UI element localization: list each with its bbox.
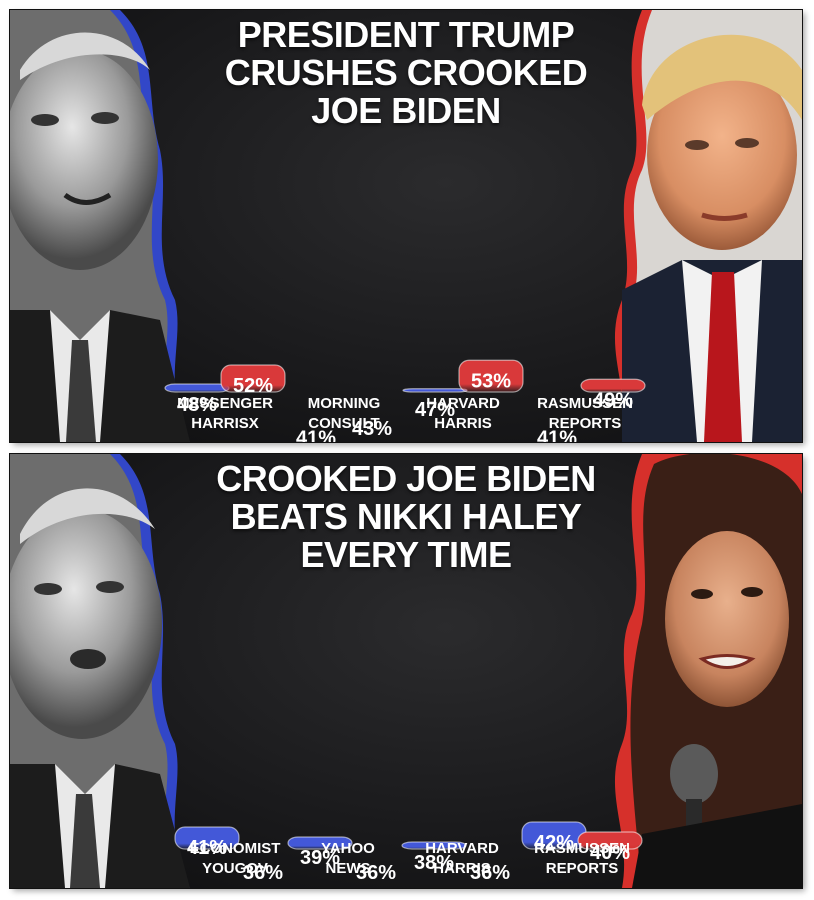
chart-title-top: PRESIDENT TRUMP CRUSHES CROOKED JOE BIDE… bbox=[10, 16, 802, 130]
pollster-label: REPORTS bbox=[546, 860, 619, 877]
trump-photo bbox=[602, 10, 802, 442]
title-line: CROOKED JOE BIDEN bbox=[216, 458, 596, 499]
chart-title-bottom: CROOKED JOE BIDEN BEATS NIKKI HALEY EVER… bbox=[10, 460, 802, 574]
title-line: CRUSHES CROOKED bbox=[224, 52, 588, 93]
title-line: JOE BIDEN bbox=[311, 90, 501, 131]
blue-bar bbox=[164, 383, 230, 393]
red-bar-value-label: 53% bbox=[471, 370, 511, 392]
blue-bar-value-label: 47% bbox=[415, 399, 455, 421]
blue-bar bbox=[402, 388, 468, 393]
pollster-label: REPORTS bbox=[549, 415, 622, 432]
red-bar-value-label: 49% bbox=[593, 389, 633, 411]
pollster-label: MESSENGER bbox=[177, 395, 273, 412]
blue-bar-value-label: 39% bbox=[300, 847, 340, 869]
biden-photo bbox=[10, 10, 190, 442]
pollster-label: ECONOMIST bbox=[190, 840, 281, 857]
red-bar-value-label: 40% bbox=[590, 842, 630, 864]
bar-chart-top: 48% 52% MESSENGER HARRISX 41% 43% MORNING CONSU… bbox=[10, 10, 802, 442]
title-line: EVERY TIME bbox=[300, 534, 512, 575]
blue-bar bbox=[174, 826, 240, 850]
pollster-label: RASMUSSEN bbox=[537, 395, 633, 412]
pollster-label: HARVARD bbox=[425, 840, 499, 857]
blue-bar-value-label: 38% bbox=[414, 852, 454, 874]
bar-chart-svg-top: 48% 52%MESSENGER HARRISX 41% 43% MORNING CONSU… bbox=[164, 359, 646, 442]
pollster-label: HARRISX bbox=[191, 415, 259, 432]
red-bar-value-label: 52% bbox=[233, 375, 273, 397]
pollster-label: RASMUSSEN bbox=[534, 840, 630, 857]
pollster-label: NEWS bbox=[326, 860, 371, 877]
pollster-label: HARRIS bbox=[434, 415, 492, 432]
red-bar-value-label: 43% bbox=[352, 418, 392, 440]
pollster-label: MORNING bbox=[308, 395, 381, 412]
blue-bar-value-label: 42% bbox=[534, 832, 574, 854]
poll-panel-trump-vs-biden: PRESIDENT TRUMP CRUSHES CROOKED JOE BIDE… bbox=[10, 10, 802, 442]
blue-bar-value-label: 41% bbox=[187, 837, 227, 859]
pollster-label: HARVARD bbox=[426, 395, 500, 412]
bar-chart-svg-bottom: 41% 36% ECONOMIST YOUGOV 39% 36% YAHOO NEWS 38% 3… bbox=[174, 821, 643, 884]
title-line: PRESIDENT TRUMP bbox=[237, 14, 575, 55]
pollster-label: YAHOO bbox=[321, 840, 375, 857]
blue-bar-value-label: 41% bbox=[296, 427, 336, 442]
pollster-label: HARRIS bbox=[433, 860, 491, 877]
red-bar-value-label: 36% bbox=[356, 862, 396, 884]
title-line: BEATS NIKKI HALEY bbox=[230, 496, 582, 537]
pollster-label: CONSULT bbox=[308, 415, 379, 432]
pollster-label: YOUGOV bbox=[202, 860, 268, 877]
haley-photo bbox=[602, 454, 802, 888]
blue-bar bbox=[287, 836, 353, 850]
bar-chart-bottom: 41% 36% ECONOMIST YOUGOV 39% 36% YAHOO NEWS 38% 3… bbox=[10, 454, 802, 888]
red-bar-value-label: 36% bbox=[243, 862, 283, 884]
biden-photo bbox=[10, 454, 190, 888]
red-bar bbox=[580, 378, 646, 393]
blue-bar-value-label: 48% bbox=[177, 394, 217, 416]
red-bar bbox=[577, 831, 643, 850]
red-bar bbox=[220, 364, 286, 393]
red-bar-value-label: 36% bbox=[470, 862, 510, 884]
blue-bar-value-label: 41% bbox=[537, 427, 577, 442]
blue-bar bbox=[401, 841, 467, 850]
poll-panel-biden-vs-haley: CROOKED JOE BIDEN BEATS NIKKI HALEY EVER… bbox=[10, 454, 802, 888]
red-bar bbox=[458, 359, 524, 393]
